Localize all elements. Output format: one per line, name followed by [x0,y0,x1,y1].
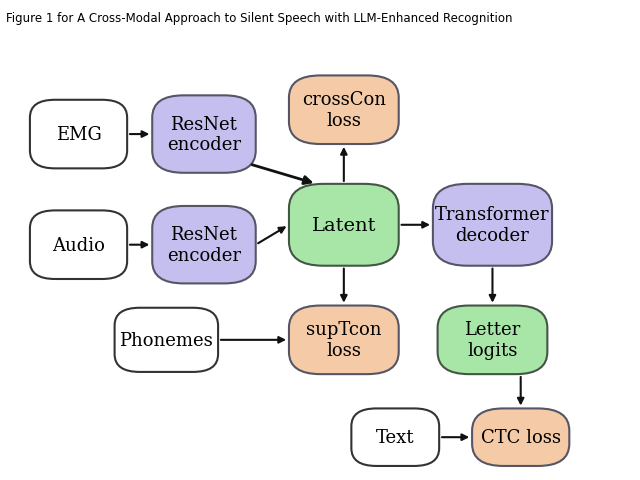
FancyBboxPatch shape [30,211,127,279]
FancyBboxPatch shape [115,308,218,372]
FancyBboxPatch shape [152,206,256,284]
FancyBboxPatch shape [433,184,552,266]
Text: CTC loss: CTC loss [481,428,561,446]
FancyBboxPatch shape [289,184,399,266]
Text: ResNet
encoder: ResNet encoder [167,115,241,154]
Text: crossCon
loss: crossCon loss [302,91,386,130]
FancyBboxPatch shape [152,96,256,173]
Text: Audio: Audio [52,236,105,254]
Text: supTcon
loss: supTcon loss [306,321,381,360]
Text: Letter
logits: Letter logits [465,321,520,360]
FancyBboxPatch shape [30,101,127,169]
Text: Figure 1 for A Cross-Modal Approach to Silent Speech with LLM-Enhanced Recogniti: Figure 1 for A Cross-Modal Approach to S… [6,12,513,25]
Text: Transformer
decoder: Transformer decoder [435,206,550,245]
Text: ResNet
encoder: ResNet encoder [167,226,241,264]
FancyBboxPatch shape [289,76,399,145]
Text: Text: Text [376,428,415,446]
Text: Phonemes: Phonemes [120,331,213,349]
Text: Latent: Latent [312,216,376,234]
FancyBboxPatch shape [289,306,399,374]
FancyBboxPatch shape [472,408,570,466]
FancyBboxPatch shape [351,408,439,466]
FancyBboxPatch shape [438,306,547,374]
Text: EMG: EMG [56,126,101,144]
